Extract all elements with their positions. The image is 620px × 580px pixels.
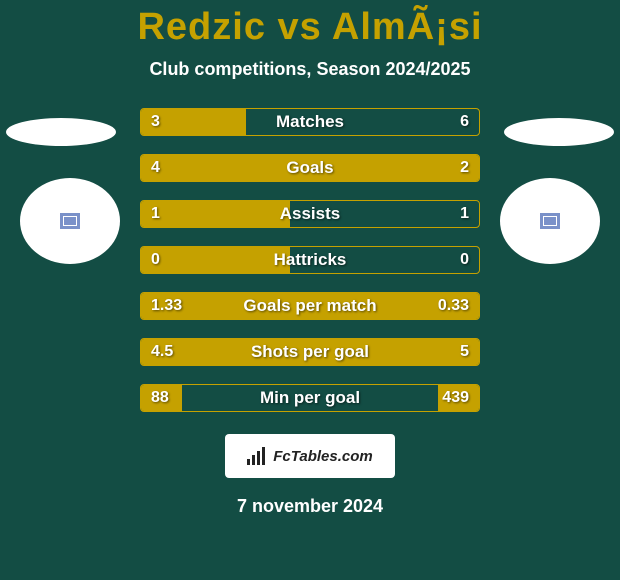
comparison-panel: 36Matches42Goals11Assists00Hattricks1.33… bbox=[0, 108, 620, 412]
stat-value-left: 1 bbox=[151, 201, 160, 227]
stat-fill-left bbox=[141, 201, 290, 227]
player-right-avatar bbox=[500, 178, 600, 264]
stat-row: 42Goals bbox=[140, 154, 480, 182]
stat-value-right: 6 bbox=[460, 109, 469, 135]
stat-value-right: 2 bbox=[460, 155, 469, 181]
stat-value-right: 5 bbox=[460, 339, 469, 365]
footer-logo: FcTables.com bbox=[225, 434, 395, 478]
stat-row: 88 439Min per goal bbox=[140, 384, 480, 412]
stat-row: 4.55Shots per goal bbox=[140, 338, 480, 366]
bar-chart-icon bbox=[247, 447, 269, 465]
stat-value-left: 1.33 bbox=[151, 293, 182, 319]
stat-value-right: 0.33 bbox=[438, 293, 469, 319]
stats-bars: 36Matches42Goals11Assists00Hattricks1.33… bbox=[140, 108, 480, 412]
player-left-avatar bbox=[20, 178, 120, 264]
stat-row: 00Hattricks bbox=[140, 246, 480, 274]
player-left-flag bbox=[6, 118, 116, 146]
page-title: Redzic vs AlmÃ¡si bbox=[0, 0, 620, 49]
stat-label: Min per goal bbox=[141, 385, 479, 411]
stat-row: 11Assists bbox=[140, 200, 480, 228]
page-subtitle: Club competitions, Season 2024/2025 bbox=[0, 59, 620, 80]
footer-date: 7 november 2024 bbox=[0, 496, 620, 517]
stat-value-right: 0 bbox=[460, 247, 469, 273]
stat-fill-left bbox=[141, 155, 479, 181]
stat-fill-left bbox=[141, 339, 479, 365]
stat-value-right: 439 bbox=[442, 385, 469, 411]
stat-fill-left bbox=[141, 247, 290, 273]
stat-row: 36Matches bbox=[140, 108, 480, 136]
stat-value-left: 88 bbox=[151, 385, 169, 411]
footer-logo-text: FcTables.com bbox=[273, 448, 372, 465]
stat-value-left: 3 bbox=[151, 109, 160, 135]
stat-value-left: 4 bbox=[151, 155, 160, 181]
image-placeholder-icon bbox=[539, 212, 561, 230]
stat-value-left: 4.5 bbox=[151, 339, 173, 365]
stat-value-right: 1 bbox=[460, 201, 469, 227]
stat-row: 1.330.33Goals per match bbox=[140, 292, 480, 320]
stat-value-left: 0 bbox=[151, 247, 160, 273]
player-right-flag bbox=[504, 118, 614, 146]
image-placeholder-icon bbox=[59, 212, 81, 230]
